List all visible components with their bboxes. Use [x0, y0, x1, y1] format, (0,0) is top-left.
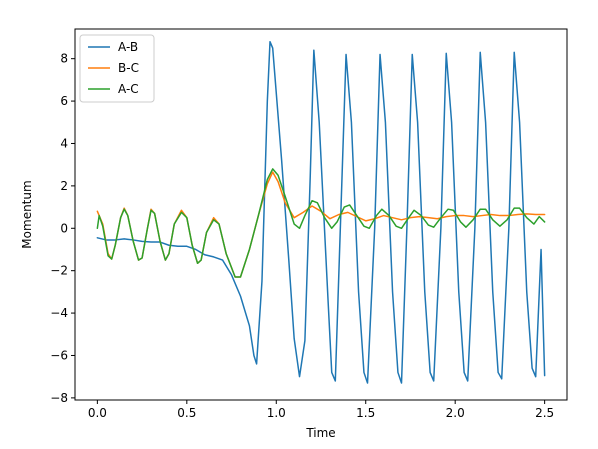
- y-axis-label: Momentum: [20, 180, 34, 248]
- y-tick-label: 8: [60, 52, 68, 66]
- y-tick-label: 0: [60, 221, 68, 235]
- x-axis-label: Time: [305, 426, 335, 440]
- y-tick-label: −8: [50, 391, 68, 405]
- y-tick-label: 6: [60, 94, 68, 108]
- x-tick-label: 2.0: [446, 406, 465, 420]
- y-tick-label: 2: [60, 179, 68, 193]
- legend-label-a-c: A-C: [118, 82, 139, 96]
- series-line-a-c: [96, 168, 546, 278]
- x-tick-label: 1.0: [267, 406, 286, 420]
- x-tick-label: 2.5: [535, 406, 554, 420]
- x-tick-label: 1.5: [356, 406, 375, 420]
- y-axis: −8 −6 −4 −2 0 2 4 6 8: [50, 52, 75, 405]
- legend-box: [79, 34, 155, 103]
- y-tick-label: 4: [60, 136, 68, 150]
- y-tick-label: −6: [50, 348, 68, 362]
- y-tick-label: −4: [50, 306, 68, 320]
- plot-frame: [74, 28, 568, 401]
- plot-series: [96, 40, 546, 384]
- x-tick-label: 0.5: [177, 406, 196, 420]
- x-tick-label: 0.0: [88, 406, 107, 420]
- series-line-a-b: [96, 40, 546, 384]
- legend-label-a-b: A-B: [118, 40, 138, 54]
- legend: A-B B-C A-C: [79, 34, 155, 103]
- series-line-b-c: [96, 171, 546, 278]
- y-tick-label: −2: [50, 264, 68, 278]
- x-axis: 0.0 0.5 1.0 1.5 2.0 2.5: [88, 400, 554, 420]
- legend-label-b-c: B-C: [118, 61, 139, 75]
